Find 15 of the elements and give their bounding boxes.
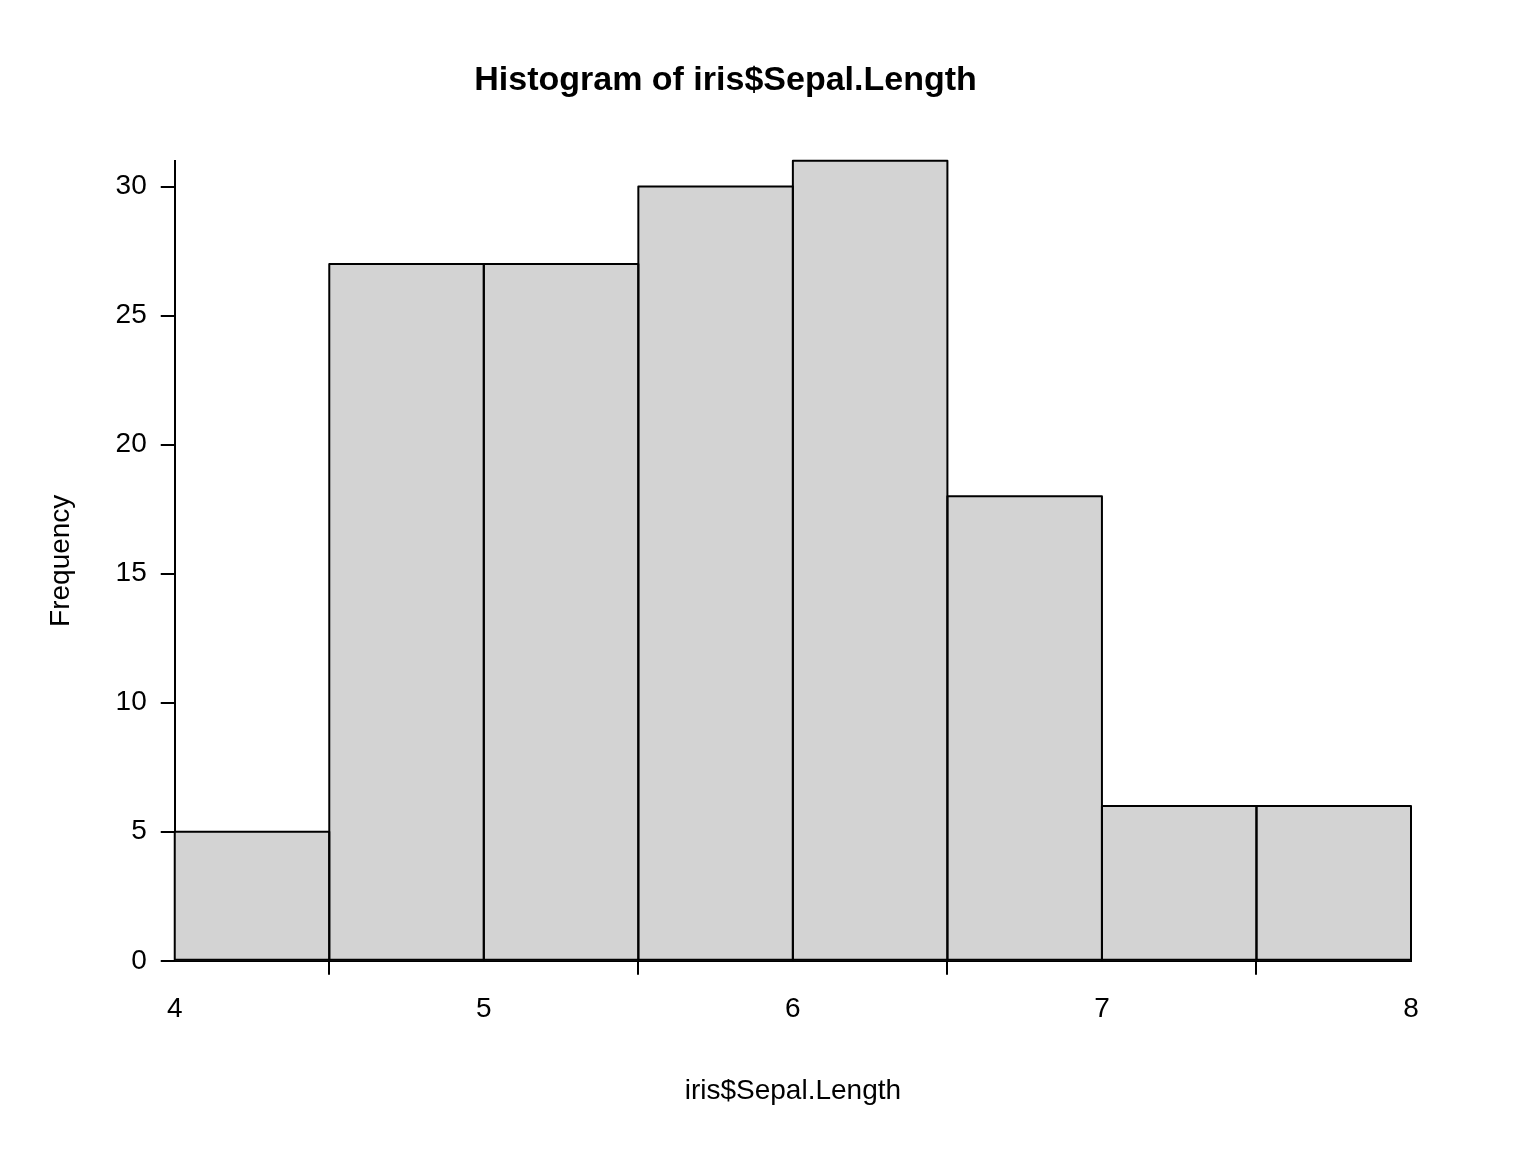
- y-tick-label: 0: [131, 943, 147, 975]
- x-tick-label: 4: [166, 992, 183, 1024]
- y-tick-label: 10: [115, 685, 147, 717]
- y-tick-label: 25: [115, 298, 147, 330]
- y-tick-label: 30: [115, 169, 147, 201]
- x-tick-label: 7: [1094, 992, 1110, 1024]
- x-tick-label: 5: [476, 992, 492, 1024]
- x-axis-title: iris$Sepal.Length: [684, 1073, 902, 1105]
- x-tick-label: 6: [785, 992, 801, 1024]
- y-tick-label: 20: [115, 427, 147, 459]
- y-tick-label: 15: [115, 556, 147, 588]
- y-axis-title: Frequency: [43, 494, 75, 627]
- chart-title: Histogram of iris$Sepal.Length: [474, 58, 977, 97]
- x-tick-label: 8: [1403, 992, 1419, 1024]
- y-tick-label: 5: [131, 814, 147, 846]
